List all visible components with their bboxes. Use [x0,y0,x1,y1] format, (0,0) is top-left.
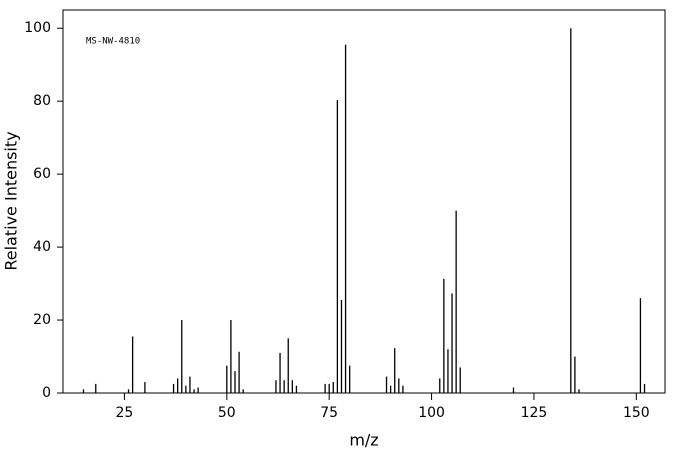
x-tick-label: 50 [218,405,236,421]
x-tick-label: 75 [320,405,338,421]
y-tick-label: 100 [24,20,51,36]
y-axis-title: Relative Intensity [2,131,21,270]
y-tick-label: 80 [33,93,51,109]
y-tick-label: 20 [33,312,51,328]
x-axis-title: m/z [349,431,378,450]
x-tick-label: 150 [623,405,650,421]
x-tick-label: 125 [521,405,548,421]
plot-frame [62,9,666,394]
y-tick-label: 60 [33,166,51,182]
x-tick-label: 25 [116,405,134,421]
y-tick-label: 0 [42,385,51,401]
annotation: MS-NW-4810 [86,37,140,47]
x-tick-label: 100 [418,405,445,421]
y-tick-label: 40 [33,239,51,255]
